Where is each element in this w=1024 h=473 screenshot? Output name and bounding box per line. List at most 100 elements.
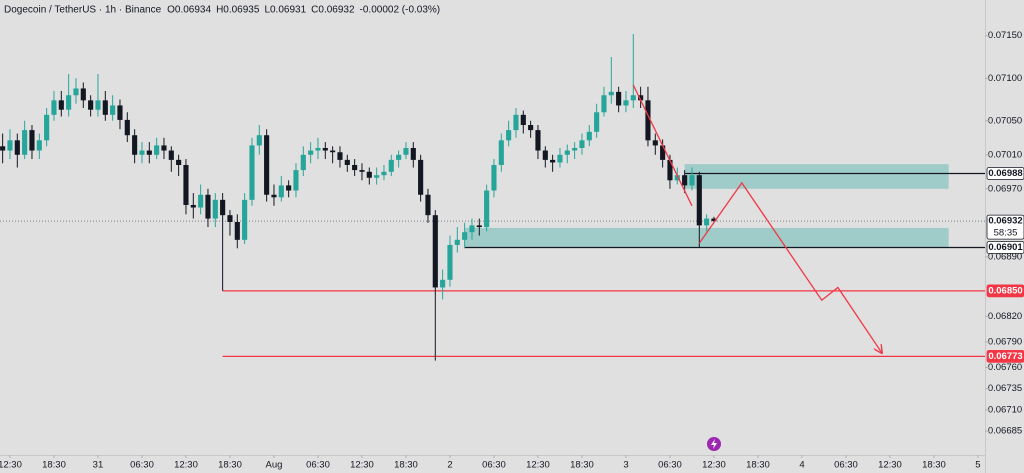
price-label-box (986, 214, 1024, 240)
candle-body (396, 154, 402, 160)
candle-body (491, 164, 497, 191)
candle-body (674, 175, 680, 181)
candle-body (88, 100, 94, 110)
candle-body (234, 221, 240, 240)
candle-body (22, 130, 28, 155)
candle-body (0, 146, 6, 151)
x-tick-label: 18:30 (746, 460, 770, 471)
candle-body (652, 140, 658, 146)
y-tick-label: 0.07010 (988, 149, 1022, 160)
candle-body (623, 100, 629, 106)
x-tick-label: 18:30 (570, 460, 594, 471)
candle-body (586, 131, 592, 141)
candle-body (520, 114, 526, 126)
price-label: 0.06901 (988, 242, 1023, 253)
x-tick-label: 31 (93, 460, 104, 471)
candle-body (476, 225, 482, 228)
price-label: 0.06932 (988, 216, 1022, 227)
candle-body (29, 130, 35, 151)
candle-body (308, 150, 314, 155)
candle-body (66, 95, 72, 110)
candle-body (462, 232, 468, 240)
candle-body (183, 164, 189, 205)
candle-body (557, 154, 563, 163)
candle-body (44, 114, 50, 141)
x-tick-label: 18:30 (394, 460, 418, 471)
candle-body (227, 215, 233, 222)
ohlc-value: O0.06934 (167, 5, 211, 16)
x-tick-label: 4 (799, 460, 804, 471)
candle-body (36, 140, 42, 151)
x-tick-label: 12:30 (174, 460, 198, 471)
price-label: 0.06988 (988, 168, 1022, 179)
candle-body (95, 100, 101, 110)
x-tick-label: 12:30 (0, 460, 22, 471)
candle-body (7, 140, 13, 151)
candle-body (139, 150, 145, 155)
candle-body (418, 159, 424, 195)
y-tick-label: 0.07050 (988, 115, 1022, 126)
x-tick-label: 06:30 (130, 460, 154, 471)
candle-body (366, 171, 372, 178)
x-tick-label: 12:30 (702, 460, 726, 471)
candle-body (102, 100, 108, 115)
candle-body (110, 105, 116, 115)
candle-body (51, 100, 57, 115)
candle-body (161, 145, 167, 151)
plot-area (0, 34, 985, 361)
bolt-icon[interactable] (707, 437, 721, 451)
price-label-box (986, 349, 1024, 363)
candle-body (608, 91, 614, 96)
x-tick-label: 06:30 (306, 460, 330, 471)
candle-body (689, 175, 695, 186)
x-tick-label: 06:30 (658, 460, 682, 471)
candle-body (249, 145, 255, 200)
candle-body (352, 164, 358, 171)
candle-body (124, 119, 130, 136)
candle-body (198, 194, 204, 208)
candle-body (535, 130, 541, 151)
projection-line (698, 181, 882, 353)
candle-body (660, 145, 666, 160)
symbol-title: Dogecoin / TetherUS · 1h · Binance (4, 5, 162, 16)
countdown: 58:35 (994, 228, 1018, 239)
projection-line (632, 84, 693, 207)
candle-body (176, 159, 182, 165)
candle-body (132, 135, 138, 155)
ohlc-value: C0.06932 (311, 5, 355, 16)
y-tick-label: 0.06890 (988, 251, 1022, 262)
candle-body (447, 244, 453, 280)
candle-body (73, 88, 79, 96)
price-label-box (986, 167, 1024, 180)
candle-body (293, 170, 299, 191)
candle-body (388, 159, 394, 172)
y-tick-label: 0.06790 (988, 336, 1022, 347)
y-tick-label: 0.06735 (988, 383, 1022, 394)
candle-body (711, 218, 717, 222)
price-label-box (986, 284, 1024, 298)
candle-body (564, 150, 570, 155)
candle-body (205, 194, 211, 219)
x-tick-label: 18:30 (218, 460, 242, 471)
x-tick-label: 12:30 (526, 460, 550, 471)
candle-body (616, 91, 622, 106)
y-tick-label: 0.06970 (988, 183, 1022, 194)
candle-body (359, 170, 365, 172)
zone (464, 227, 949, 248)
y-tick-label: 0.06760 (988, 362, 1022, 373)
candle-body (344, 159, 350, 165)
candle-body (300, 154, 306, 171)
x-tick-label: 5 (975, 460, 980, 471)
candle-body (330, 150, 336, 153)
candle-body (14, 140, 20, 155)
x-tick-label: 12:30 (350, 460, 374, 471)
candle-body (256, 135, 262, 146)
candle-body (410, 147, 416, 160)
candle-body (220, 199, 226, 216)
candle-body (403, 147, 409, 155)
candle-body (696, 175, 702, 226)
x-tick-label: 18:30 (922, 460, 946, 471)
candle-body (601, 95, 607, 113)
candle-body (469, 225, 475, 233)
candle-body (425, 194, 431, 216)
